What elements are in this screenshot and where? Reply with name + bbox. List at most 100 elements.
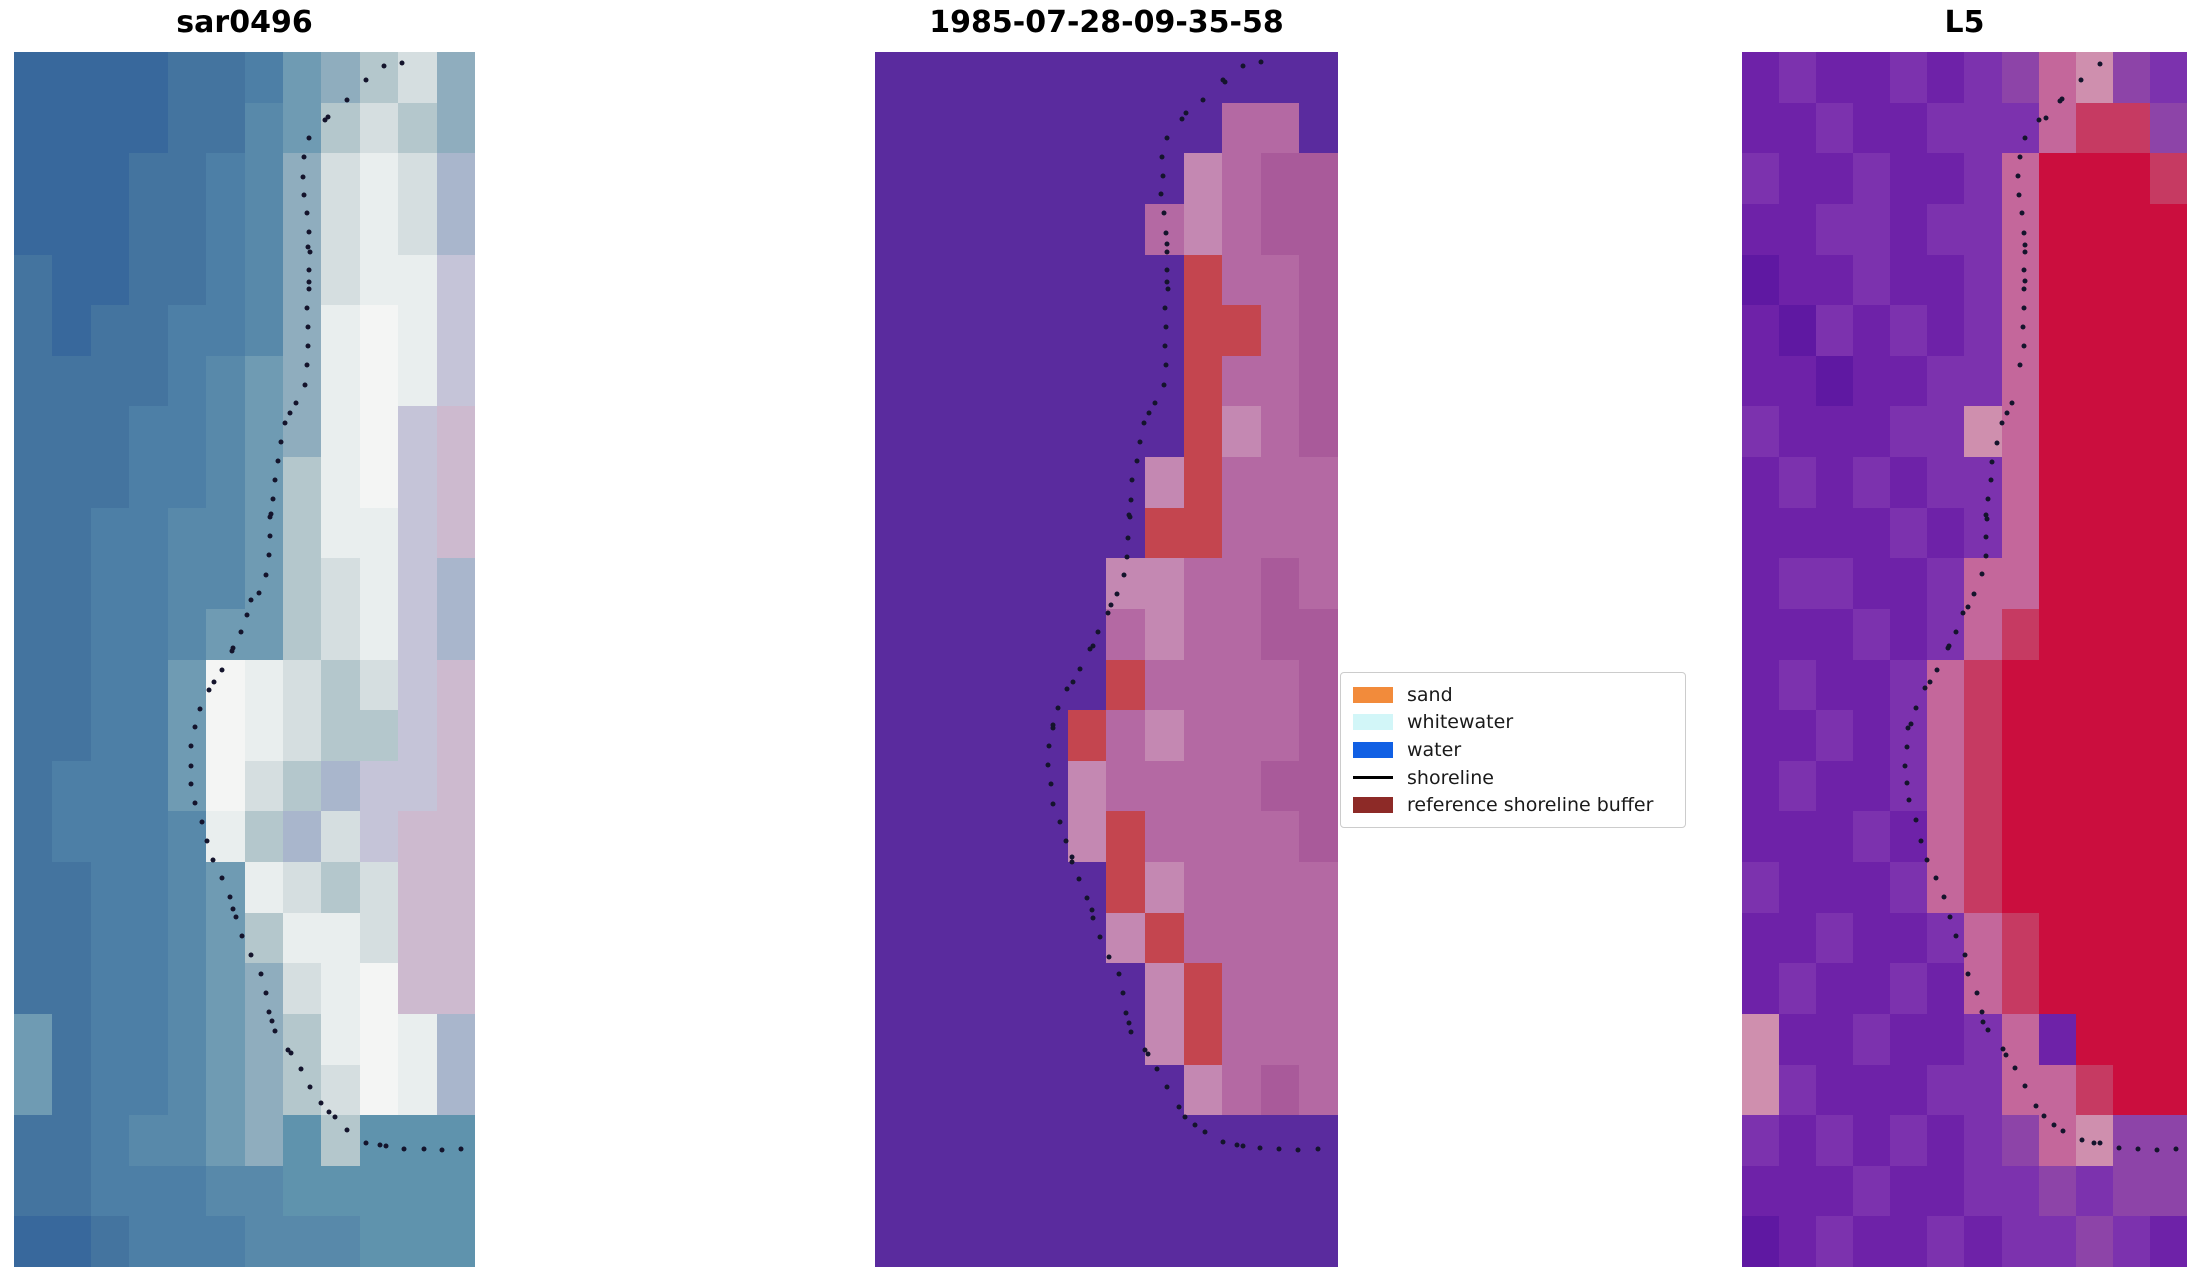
image-pixel [1222,811,1261,862]
shoreline-dot [2021,286,2027,292]
image-pixel [206,862,245,913]
shoreline-dot [1240,1143,1246,1149]
image-pixel [1299,153,1338,204]
image-pixel [321,1115,360,1166]
image-pixel [1029,153,1068,204]
image-pixel [2075,52,2113,103]
image-pixel [952,254,991,306]
image-pixel [321,102,360,154]
image-pixel [1964,862,2002,913]
image-pixel [1260,963,1300,1014]
image-pixel [952,203,991,255]
image-pixel [952,355,991,407]
image-pixel [1890,1013,1928,1065]
image-pixel [2112,153,2150,204]
image-pixel [2149,203,2187,255]
image-pixel [1029,1216,1068,1267]
image-pixel [359,558,399,609]
image-pixel [398,1064,437,1116]
image-pixel [875,305,914,356]
image-pixel [1222,1064,1261,1116]
image-pixel [1067,760,1107,812]
shoreline-dot [1162,305,1168,311]
shoreline-dot [1045,762,1051,768]
image-pixel [1816,1064,1854,1116]
image-pixel [2038,203,2076,255]
image-pixel [1106,507,1146,559]
shoreline-dot [1983,512,1989,518]
image-pixel [1260,760,1300,812]
image-pixel [2112,963,2150,1014]
shoreline-dot [401,1146,407,1152]
shoreline-dot [288,1050,294,1056]
shoreline-dot [1129,477,1135,483]
image-pixel [2075,1013,2113,1065]
image-pixel [321,153,360,204]
image-pixel [1183,912,1223,964]
image-pixel [398,710,437,761]
image-pixel [1106,254,1146,306]
image-pixel [1927,406,1965,457]
image-pixel [1742,659,1780,711]
image-pixel [90,1013,130,1065]
image-pixel [206,102,245,154]
image-pixel [1183,153,1223,204]
image-pixel [875,406,914,457]
shoreline-dot [1116,971,1122,977]
image-pixel [1222,1216,1261,1267]
shoreline-dot [1095,629,1101,635]
image-pixel [1067,355,1107,407]
image-pixel [398,963,437,1014]
image-pixel [206,203,245,255]
shoreline-dot [188,763,194,769]
image-pixel [359,507,399,559]
image-pixel [2001,912,2039,964]
image-pixel [1779,305,1817,356]
image-pixel [1742,52,1780,103]
image-pixel [1106,1165,1146,1217]
image-pixel [1067,1115,1107,1166]
image-pixel [1779,1216,1817,1267]
shoreline-dot [1999,420,2005,426]
image-pixel [913,912,953,964]
shoreline-dot [1276,1146,1282,1152]
image-pixel [1964,254,2002,306]
image-pixel [1183,102,1223,154]
shoreline-dot [2173,1146,2179,1152]
image-pixel [436,1013,475,1065]
shoreline-dot [1145,1051,1151,1057]
image-pixel [913,1115,953,1166]
image-pixel [1029,102,1068,154]
image-pixel [2038,710,2076,761]
shoreline-dots-layer [1742,52,2187,1267]
image-pixel [1067,457,1107,508]
shoreline-dot [1164,279,1170,285]
image-pixel [1260,1013,1300,1065]
image-pixel [1145,153,1184,204]
image-pixel [244,305,283,356]
image-pixel [1742,254,1780,306]
image-pixel [1853,912,1891,964]
image-pixel [206,1165,245,1217]
image-pixel [52,760,91,812]
shoreline-dot [1983,534,1989,540]
image-pixel [2112,659,2150,711]
image-pixel [1779,1064,1817,1116]
image-pixel [1816,1216,1854,1267]
shoreline-dot [326,1109,332,1115]
image-pixel [2001,52,2039,103]
image-pixel [167,710,207,761]
shoreline-dot [1137,439,1143,445]
shoreline-dot [188,781,194,787]
image-pixel [398,305,437,356]
image-pixel [359,811,399,862]
image-pixel [1779,355,1817,407]
image-pixel [14,457,53,508]
image-pixel [913,1165,953,1217]
image-pixel [1816,760,1854,812]
shoreline-dot [210,857,216,863]
image-pixel [1927,457,1965,508]
shoreline-dot [1164,135,1170,141]
image-pixel [1222,305,1261,356]
image-pixel [2038,102,2076,154]
